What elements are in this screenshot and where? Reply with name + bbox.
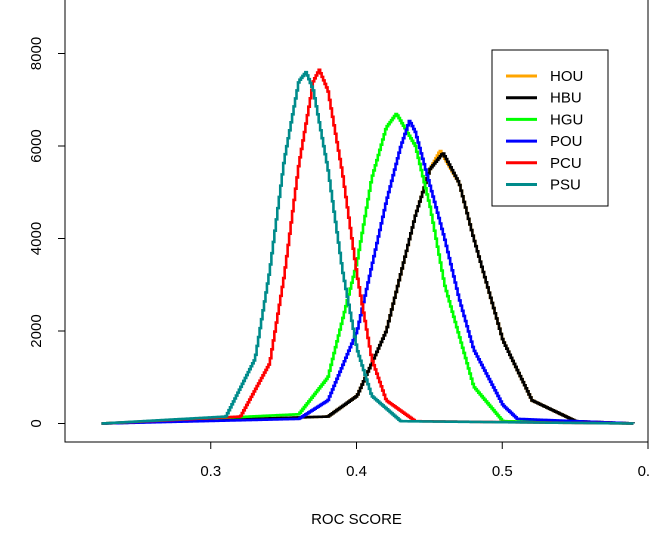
y-tick-label: 6000 xyxy=(28,129,45,162)
x-tick-label: 0.4 xyxy=(346,463,367,480)
legend-label-hou: HOU xyxy=(550,68,583,85)
legend-label-pcu: PCU xyxy=(550,155,582,172)
legend-label-pou: POU xyxy=(550,133,583,150)
x-tick-label: 0.3 xyxy=(200,463,221,480)
y-tick-label: 8000 xyxy=(28,37,45,70)
x-tick-label: 0.6 xyxy=(638,463,650,480)
legend-label-hgu: HGU xyxy=(550,111,583,128)
series-line-pou xyxy=(101,119,635,425)
y-tick-label: 0 xyxy=(28,419,45,427)
y-tick-label: 4000 xyxy=(28,222,45,255)
x-axis-title: ROC SCORE xyxy=(311,511,402,528)
series-layer xyxy=(101,68,635,425)
legend-label-hbu: HBU xyxy=(550,90,582,107)
y-tick-label: 2000 xyxy=(28,314,45,347)
y-axis: 0 2000 4000 6000 8000 xyxy=(28,37,65,428)
legend: HOU HBU HGU POU PCU PSU xyxy=(491,49,609,207)
x-tick-label: 0.5 xyxy=(492,463,513,480)
x-axis: 0.3 0.4 0.5 0.6 xyxy=(200,442,650,480)
series-line-psu xyxy=(101,70,635,425)
legend-label-psu: PSU xyxy=(550,177,581,194)
